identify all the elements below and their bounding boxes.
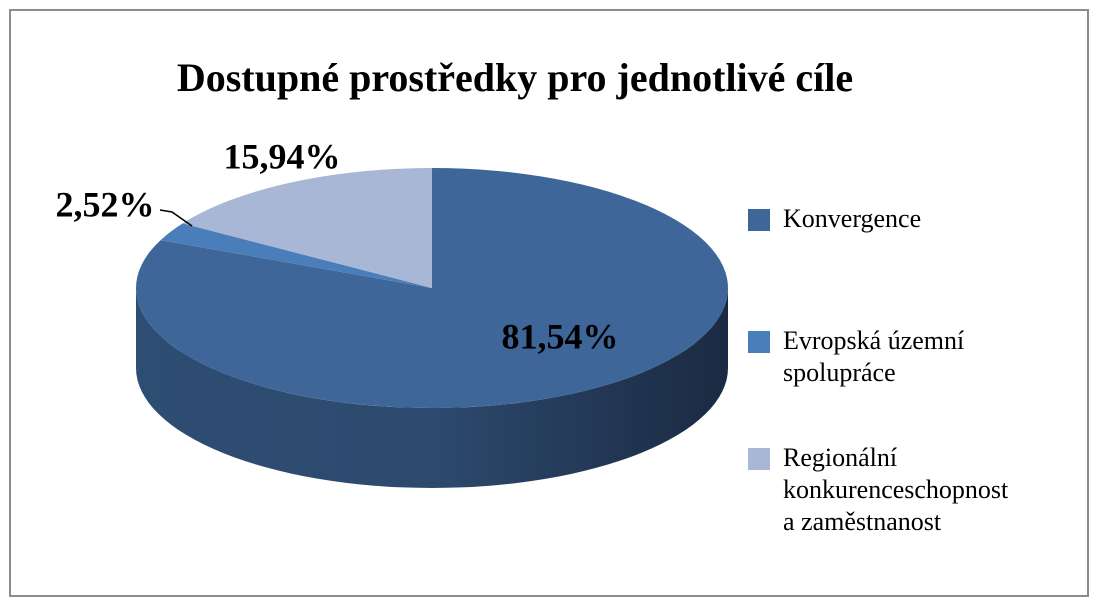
legend-swatch	[748, 209, 770, 231]
legend-label: Regionální konkurenceschopnost a zaměstn…	[783, 443, 1009, 536]
chart-title: Dostupné prostředky pro jednotlivé cíle	[177, 55, 853, 100]
legend-item: Evropská územní spolupráce	[748, 325, 1023, 389]
legend-swatch	[748, 448, 770, 470]
pie-slice-side	[136, 288, 728, 488]
legend-label: Konvergence	[783, 204, 922, 233]
pie	[136, 168, 728, 488]
pie-slice	[160, 223, 433, 288]
data-label: 2,52%	[56, 184, 155, 224]
legend-label: Evropská územní spolupráce	[783, 326, 965, 387]
legend-swatch	[748, 331, 770, 353]
legend-item: Regionální konkurenceschopnost a zaměstn…	[748, 442, 1023, 538]
legend-item: Konvergence	[748, 203, 1023, 235]
data-label: 81,54%	[502, 316, 619, 356]
pie-slice	[182, 168, 432, 288]
leader-line	[159, 209, 193, 227]
data-label: 15,94%	[224, 136, 341, 176]
